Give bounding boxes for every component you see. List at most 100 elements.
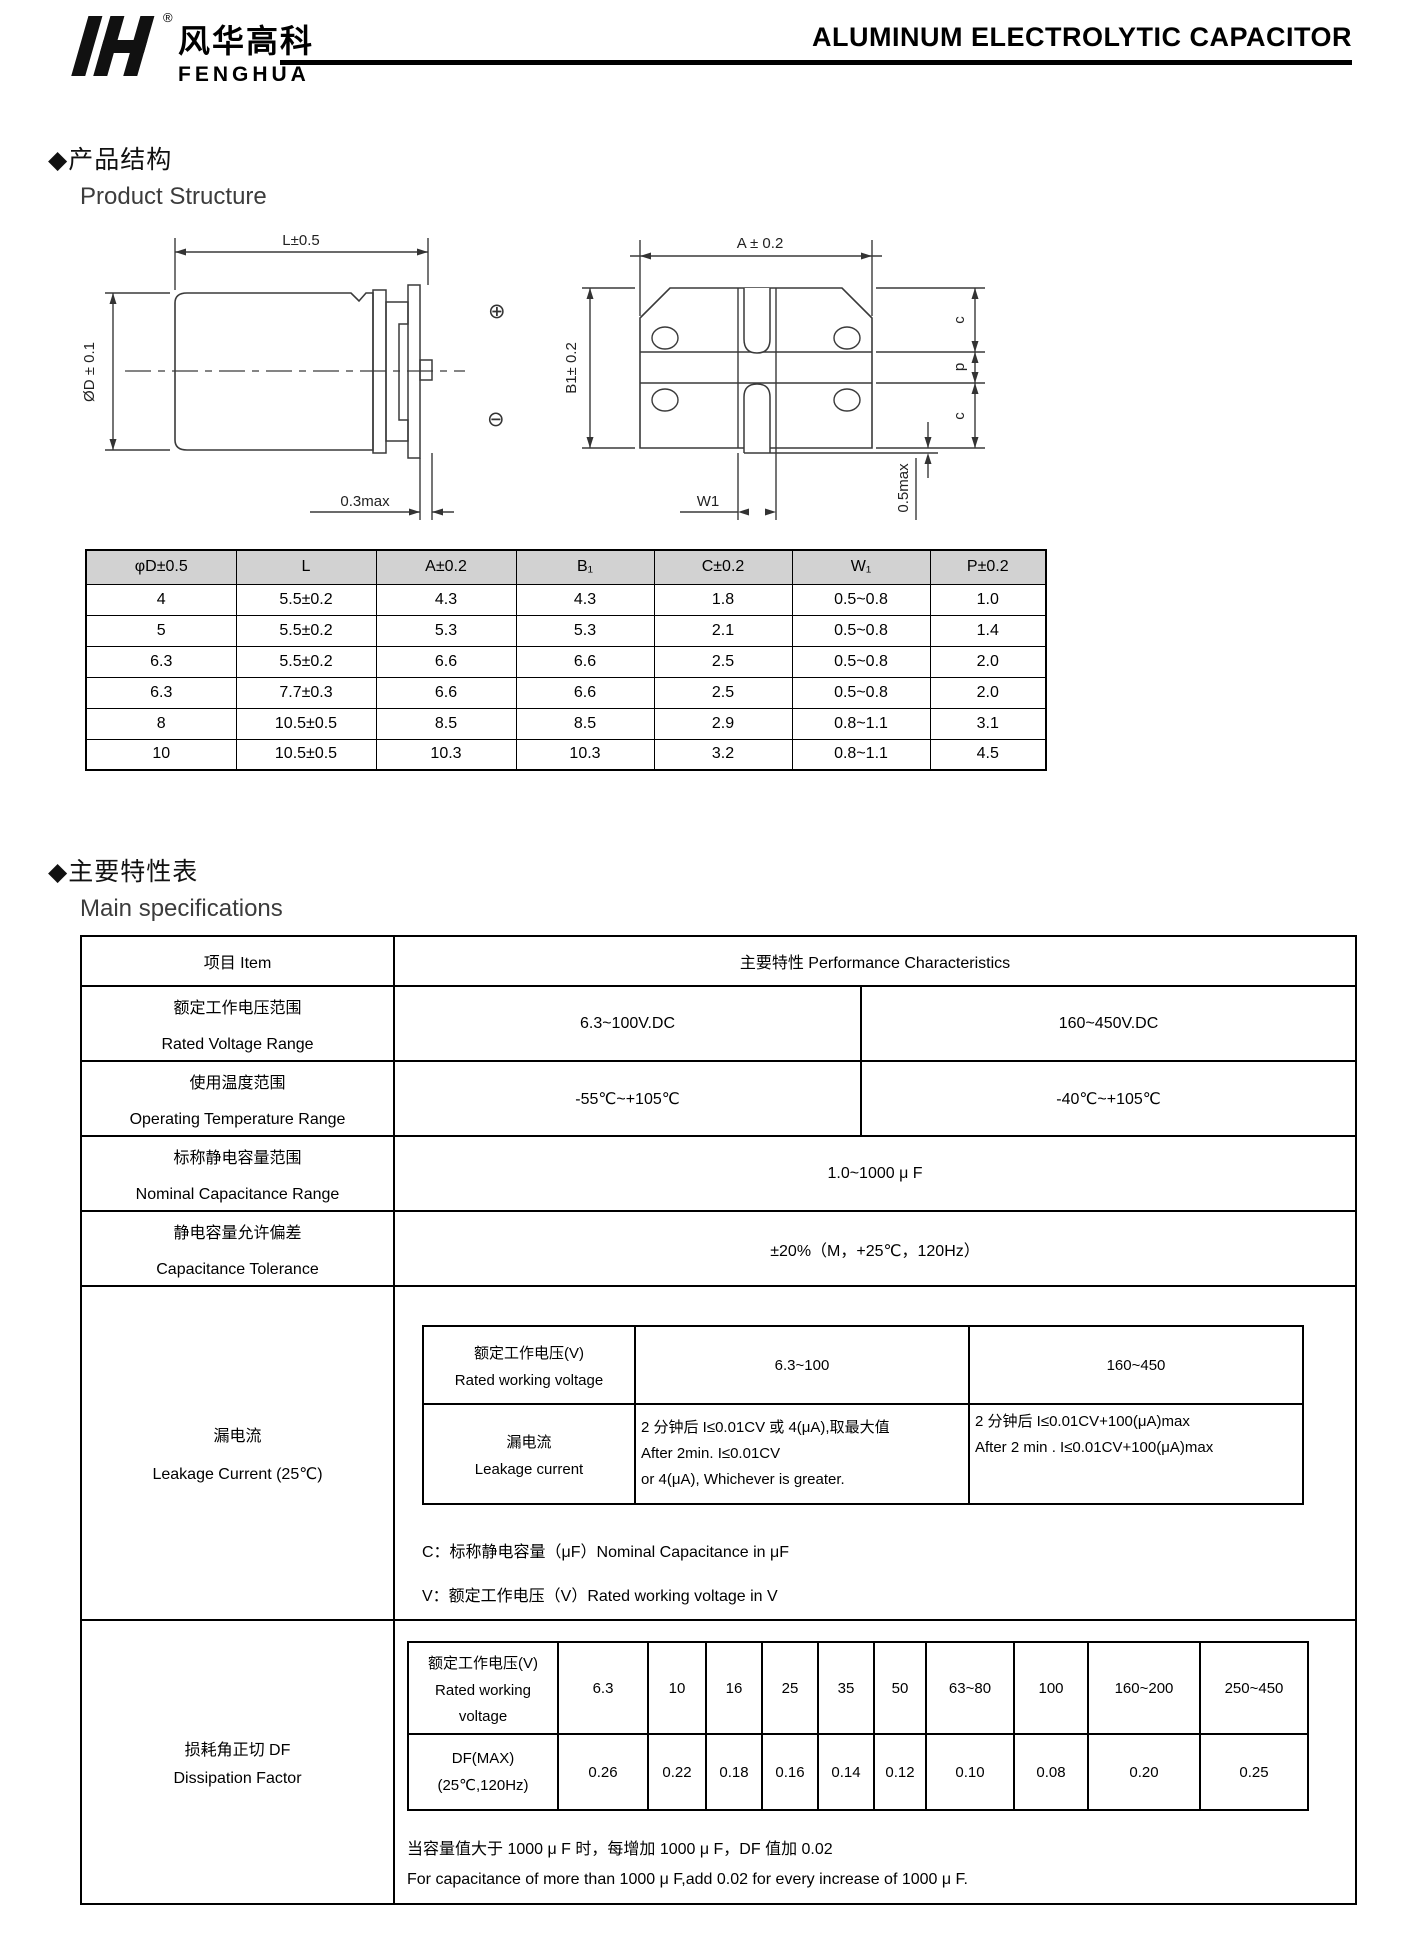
leakage-label: 漏电流 Leakage Current (25℃): [80, 1285, 395, 1621]
leakage-note-c: C：标称静电容量（μF）Nominal Capacitance in μF: [422, 1544, 789, 1561]
dim-table-cell: 4.5: [929, 738, 1047, 771]
dim-table-row: 8 10.5±0.5 8.5 8.5 2.9 0.8~1.1 3.1: [85, 707, 1047, 740]
df-note-cn: 当容量值大于 1000 μ F 时，每增加 1000 μ F，DF 值加 0.0…: [407, 1841, 833, 1858]
operating-temp-label-cn: 使用温度范围: [189, 1074, 286, 1092]
dim-table-cell: 6.6: [375, 645, 517, 678]
dim-table-cell: 0.5~0.8: [791, 645, 931, 678]
leakage-row-label-cn: 漏电流: [506, 1433, 552, 1451]
dim-table-cell: 6.3: [85, 676, 237, 709]
leakage-spec-low-line1: 2 分钟后 I≤0.01CV 或 4(μA),取最大值: [641, 1418, 890, 1436]
dim-label-03max: 0.3max: [340, 493, 390, 510]
capacitance-range-label-cn: 标称静电容量范围: [173, 1149, 302, 1167]
dim-table-cell: 6.6: [515, 676, 655, 709]
capacitance-range-value: 1.0~1000 μ F: [392, 1135, 1358, 1212]
df-voltage-cell: 63~80: [925, 1641, 1015, 1735]
rated-voltage-label-en: Rated Voltage Range: [161, 1035, 314, 1053]
dim-table-cell: 0.5~0.8: [791, 614, 931, 647]
leakage-row-label-en: Leakage current: [474, 1460, 584, 1478]
dim-table-cell: 0.8~1.1: [791, 738, 931, 771]
operating-temp-low: -55℃~+105℃: [393, 1060, 862, 1137]
df-content-cell: 额定工作电压(V) Rated working voltage 6.3 10 16 2…: [392, 1619, 1358, 1905]
leakage-row-label: 漏电流 Leakage current: [422, 1403, 636, 1505]
tolerance-label: 静电容量允许偏差 Capacitance Tolerance: [80, 1210, 395, 1287]
df-inner-table: 额定工作电压(V) Rated working voltage 6.3 10 16 2…: [407, 1641, 1309, 1811]
item-header: 项目 Item: [80, 935, 395, 987]
dim-table-cell: 10: [85, 738, 237, 771]
tolerance-label-en: Capacitance Tolerance: [156, 1260, 319, 1278]
df-voltage-cell: 10: [647, 1641, 707, 1735]
dim-table-cell: 5.5±0.2: [235, 583, 377, 616]
dim-table-row: 6.3 7.7±0.3 6.6 6.6 2.5 0.5~0.8 2.0: [85, 676, 1047, 709]
dim-label-B1: B1± 0.2: [563, 342, 580, 394]
rated-voltage-high: 160~450V.DC: [859, 985, 1358, 1062]
leakage-spec-high: 2 分钟后 I≤0.01CV+100(μA)max After 2 min . …: [968, 1403, 1304, 1505]
dim-table-row: 10 10.5±0.5 10.3 10.3 3.2 0.8~1.1 4.5: [85, 738, 1047, 771]
leakage-note-v: V：额定工作电压（V）Rated working voltage in V: [422, 1588, 778, 1605]
df-voltage-cell: 6.3: [557, 1641, 649, 1735]
df-voltage-cell: 160~200: [1087, 1641, 1201, 1735]
operating-temp-high: -40℃~+105℃: [859, 1060, 1358, 1137]
section-main-specs-cn: ◆主要特性表: [48, 858, 199, 886]
dim-label-W1: W1: [697, 493, 720, 510]
rated-voltage-low: 6.3~100V.DC: [393, 985, 862, 1062]
dim-table-row: 4 5.5±0.2 4.3 4.3 1.8 0.5~0.8 1.0: [85, 583, 1047, 616]
dim-table-cell: 0.8~1.1: [791, 707, 931, 740]
section-product-structure-cn: ◆产品结构: [48, 146, 173, 174]
leakage-inner-table: 额定工作电压(V) Rated working voltage 6.3~100 …: [422, 1325, 1304, 1505]
dim-table-cell: 2.5: [653, 645, 793, 678]
dim-table-cell: 3.2: [653, 738, 793, 771]
df-voltage-header-line2: Rated working: [435, 1681, 531, 1699]
df-voltage-cell: 250~450: [1199, 1641, 1309, 1735]
leakage-voltage-header-cn: 额定工作电压(V): [474, 1344, 584, 1362]
df-value-cell: 0.16: [761, 1733, 819, 1811]
df-voltage-header-line1: 额定工作电压(V): [428, 1654, 538, 1672]
dim-label-p: p: [951, 363, 968, 371]
operating-temp-row: 使用温度范围 Operating Temperature Range -55℃~…: [80, 1060, 1358, 1137]
df-max-header: DF(MAX) (25℃,120Hz): [407, 1733, 559, 1811]
operating-temp-label-en: Operating Temperature Range: [129, 1110, 346, 1128]
leakage-spec-high-line1: 2 分钟后 I≤0.01CV+100(μA)max: [975, 1413, 1190, 1430]
df-value-cell: 0.10: [925, 1733, 1015, 1811]
brand-block: 风华高科 FENGHUA: [178, 16, 314, 87]
leakage-spec-low-line3: or 4(μA), Whichever is greater.: [641, 1471, 845, 1489]
dim-table-cell: 2.0: [929, 676, 1047, 709]
dim-label-05max: 0.5max: [895, 463, 912, 513]
product-structure-drawing: L±0.5 ØD ± 0.1 0.3max ⊕ ⊖: [81, 232, 985, 520]
df-voltage-header-line3: voltage: [458, 1707, 508, 1725]
dim-table-cell: 10.5±0.5: [235, 738, 377, 771]
dim-table-header-cell: L: [235, 549, 377, 585]
dimension-table: φD±0.5 L A±0.2 B₁ C±0.2 W₁ P±0.2 4 5.5±0.2 4.3 4.…: [85, 549, 1047, 771]
dim-table-cell: 5.5±0.2: [235, 614, 377, 647]
dim-table-cell: 4.3: [375, 583, 517, 616]
leakage-label-en: Leakage Current (25℃): [152, 1466, 323, 1483]
dim-table-cell: 1.0: [929, 583, 1047, 616]
side-view-drawing: [105, 238, 465, 520]
df-value-cell: 0.25: [1199, 1733, 1309, 1811]
leakage-spec-low: 2 分钟后 I≤0.01CV 或 4(μA),取最大值 After 2min. …: [634, 1403, 970, 1505]
leakage-row: 漏电流 Leakage Current (25℃) 额定工作电压(V) Rate…: [80, 1285, 1358, 1621]
polarity-plus-icon: ⊕: [488, 300, 506, 323]
leakage-label-cn: 漏电流: [213, 1428, 262, 1445]
leakage-spec-low-line2: After 2min. I≤0.01CV: [641, 1444, 781, 1462]
tolerance-value: ±20%（M，+25℃，120Hz）: [392, 1210, 1358, 1287]
dim-label-A: A ± 0.2: [737, 235, 784, 252]
dim-table-cell: 6.3: [85, 645, 237, 678]
dim-table-header-cell: B₁: [515, 549, 655, 585]
main-spec-table: 项目 Item 主要特性 Performance Characteristics…: [80, 935, 1358, 1905]
dim-table-cell: 1.4: [929, 614, 1047, 647]
dim-table-row: 6.3 5.5±0.2 6.6 6.6 2.5 0.5~0.8 2.0: [85, 645, 1047, 678]
df-value-cell: 0.08: [1013, 1733, 1089, 1811]
leakage-spec-high-line2: After 2 min . I≤0.01CV+100(μA)max: [975, 1439, 1214, 1457]
page-title: ALUMINUM ELECTROLYTIC CAPACITOR: [812, 22, 1352, 52]
dim-table-cell: 3.1: [929, 707, 1047, 740]
leakage-inner-header-row: 额定工作电压(V) Rated working voltage 6.3~100 …: [422, 1325, 1304, 1405]
dim-table-header-cell: P±0.2: [929, 549, 1047, 585]
capacitance-range-row: 标称静电容量范围 Nominal Capacitance Range 1.0~1…: [80, 1135, 1358, 1212]
bottom-view-drawing: [582, 240, 985, 520]
dim-table-cell: 5: [85, 614, 237, 647]
header-rule: [280, 60, 1352, 65]
df-row: 损耗角正切 DF Dissipation Factor: [80, 1619, 1358, 1905]
dim-table-header-cell: W₁: [791, 549, 931, 585]
df-max-header-line2: (25℃,120Hz): [437, 1777, 529, 1794]
dim-table-cell: 1.8: [653, 583, 793, 616]
